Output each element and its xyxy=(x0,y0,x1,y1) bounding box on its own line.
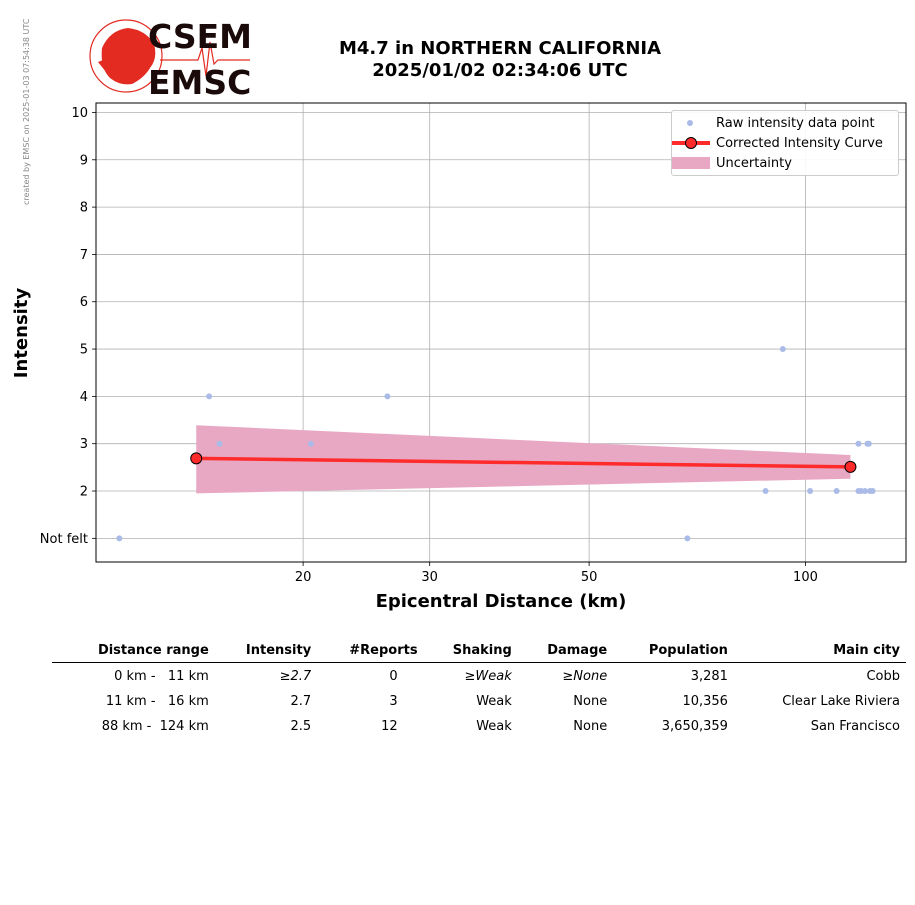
raw-data-point xyxy=(807,488,814,495)
raw-data-point xyxy=(384,393,391,400)
raw-data-point xyxy=(762,488,769,495)
y-axis-ticks: Not felt 2 3 4 5 6 7 8 9 10 xyxy=(40,106,96,547)
cell-intensity: 2.7 xyxy=(290,693,312,709)
header-distance: Distance range xyxy=(97,643,209,658)
y-tick-label: 4 xyxy=(80,390,88,405)
plot-frame xyxy=(95,102,907,563)
cell-intensity: 2.5 xyxy=(290,718,312,734)
raw-data-point xyxy=(684,535,691,542)
x-tick-label: 30 xyxy=(421,570,438,585)
y-tick-label: 6 xyxy=(80,295,88,310)
cell-city: San Francisco xyxy=(810,718,900,734)
table-row: 11 km - 16 km 2.7 3 Weak None 10,356 Cle… xyxy=(52,688,906,713)
cell-damage: None xyxy=(573,693,608,709)
cell-shaking: Weak xyxy=(476,693,512,709)
raw-data-point xyxy=(779,346,786,353)
cell-distance: 11 km - 16 km xyxy=(105,693,209,709)
corrected-curve-line xyxy=(196,456,851,469)
y-tick-label: 2 xyxy=(80,485,88,500)
header-shaking: Shaking xyxy=(452,643,512,658)
cell-reports: 12 xyxy=(381,718,398,734)
header-reports: #Reports xyxy=(349,643,418,658)
raw-data-point xyxy=(855,440,862,447)
raw-points-layer xyxy=(116,346,876,542)
table-header-row: Distance range Intensity #Reports Shakin… xyxy=(52,640,906,663)
legend-band-icon xyxy=(672,157,710,169)
cell-reports: 3 xyxy=(389,693,398,709)
header-intensity: Intensity xyxy=(245,643,312,658)
title-line-2: 2025/01/02 02:34:06 UTC xyxy=(372,60,628,81)
x-axis-ticks: 20 30 50 100 xyxy=(295,562,818,585)
cell-population: 3,281 xyxy=(690,668,728,684)
table-row: 0 km - 11 km ≥2.7 0 ≥Weak ≥None 3,281 Co… xyxy=(52,663,906,689)
chart-title: M4.7 in NORTHERN CALIFORNIA 2025/01/02 0… xyxy=(300,38,700,82)
legend-label-curve: Corrected Intensity Curve xyxy=(716,135,883,151)
cell-reports: 0 xyxy=(389,668,398,684)
title-line-1: M4.7 in NORTHERN CALIFORNIA xyxy=(338,38,662,59)
legend-marker-icon xyxy=(685,137,697,149)
curve-layer xyxy=(190,452,857,473)
y-tick-label: 8 xyxy=(80,201,88,216)
intensity-chart: 20 30 50 100 Not felt 2 3 4 5 6 7 8 9 10 Epicentral … xyxy=(11,102,907,612)
uncertainty-band xyxy=(196,425,851,494)
cell-distance: 0 km - 11 km xyxy=(114,668,209,684)
cell-city: Cobb xyxy=(866,668,900,684)
y-tick-label: 3 xyxy=(80,437,88,452)
legend-label-raw: Raw intensity data point xyxy=(716,115,875,131)
raw-data-point xyxy=(865,440,872,447)
raw-data-point xyxy=(861,488,868,495)
x-tick-label: 50 xyxy=(581,570,598,585)
legend-label-uncertainty: Uncertainty xyxy=(716,155,792,171)
y-tick-label: 5 xyxy=(80,343,88,358)
cell-damage: None xyxy=(573,718,608,734)
legend-dot-icon xyxy=(687,120,693,126)
legend: Raw intensity data point Corrected Inten… xyxy=(671,110,899,176)
y-tick-label: 7 xyxy=(80,248,88,263)
logo-top-text: CSEM xyxy=(148,18,252,56)
header-damage: Damage xyxy=(547,643,608,658)
cell-distance: 88 km - 124 km xyxy=(101,718,209,734)
cell-intensity: ≥2.7 xyxy=(279,668,312,684)
x-tick-label: 100 xyxy=(793,570,818,585)
legend-entry-raw: Raw intensity data point xyxy=(672,113,898,133)
intensity-summary-table: Distance range Intensity #Reports Shakin… xyxy=(52,640,906,738)
emsc-logo: CSEM EMSC xyxy=(88,17,258,102)
raw-data-point xyxy=(833,488,840,495)
curve-marker xyxy=(190,452,203,465)
cell-shaking: ≥Weak xyxy=(464,668,512,684)
header-city: Main city xyxy=(833,643,900,658)
legend-entry-uncertainty: Uncertainty xyxy=(672,153,898,173)
y-tick-label: 9 xyxy=(80,153,88,168)
raw-data-point xyxy=(206,393,213,400)
table-row: 88 km - 124 km 2.5 12 Weak None 3,650,35… xyxy=(52,713,906,738)
cell-population: 10,356 xyxy=(682,693,728,709)
curve-marker xyxy=(844,460,857,473)
raw-data-point xyxy=(216,440,223,447)
x-axis-label: Epicentral Distance (km) xyxy=(376,591,627,612)
logo-bottom-text: EMSC xyxy=(148,63,251,98)
raw-data-point xyxy=(869,488,876,495)
y-axis-label: Intensity xyxy=(11,288,32,379)
cell-shaking: Weak xyxy=(476,718,512,734)
y-tick-label: 10 xyxy=(71,106,88,121)
x-tick-label: 20 xyxy=(295,570,312,585)
cell-damage: ≥None xyxy=(562,668,608,684)
cell-population: 3,650,359 xyxy=(661,718,728,734)
uncertainty-layer xyxy=(196,425,851,494)
cell-city: Clear Lake Riviera xyxy=(782,693,900,709)
legend-entry-curve: Corrected Intensity Curve xyxy=(672,133,898,153)
header-population: Population xyxy=(648,643,728,658)
raw-data-point xyxy=(116,535,123,542)
y-tick-label: Not felt xyxy=(40,532,88,547)
raw-data-point xyxy=(307,440,314,447)
